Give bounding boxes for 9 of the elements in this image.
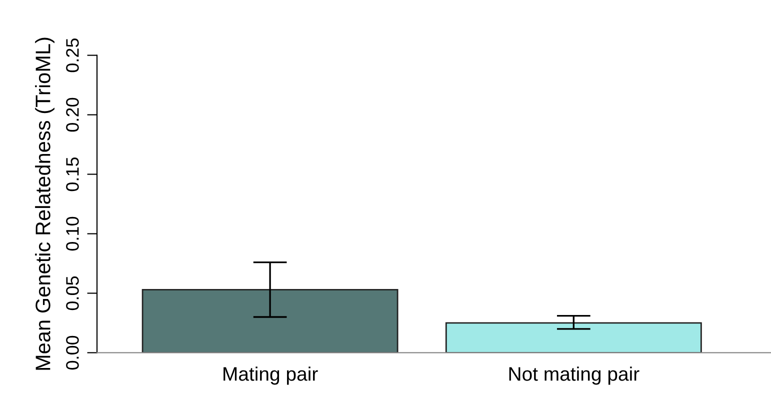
x-tick-label: Not mating pair [509, 366, 640, 385]
y-tick-label: 0.20 [66, 98, 79, 132]
y-tick-label: 0.05 [66, 276, 79, 310]
y-tick-label: 0.15 [66, 157, 79, 192]
y-tick-label: 0.25 [66, 38, 79, 72]
y-tick-label: 0.00 [66, 336, 79, 370]
x-tick-label: Mating pair [224, 366, 318, 385]
y-tick-label: 0.10 [66, 216, 79, 251]
y-axis-title: Mean Genetic Relatedness (TrioML) [35, 38, 54, 370]
